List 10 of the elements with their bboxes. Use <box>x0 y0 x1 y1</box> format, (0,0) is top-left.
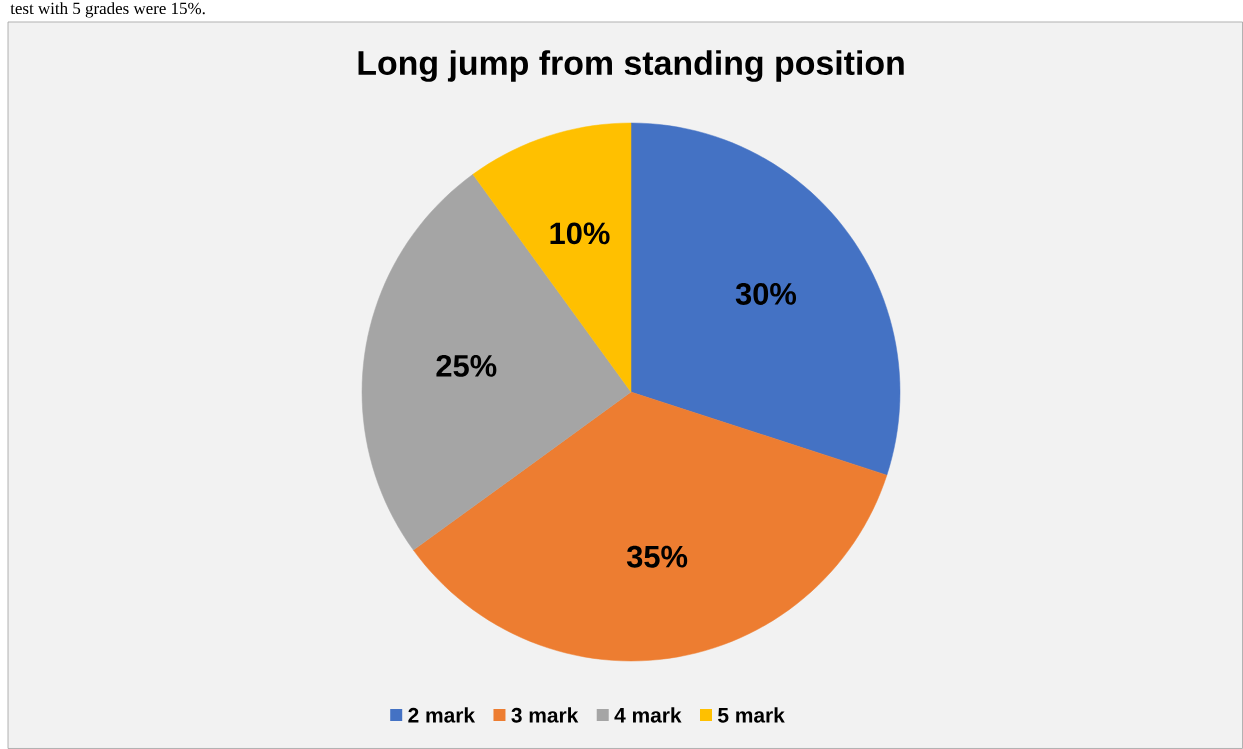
data-label: 25% <box>436 354 497 377</box>
data-label: 35% <box>626 545 688 568</box>
legend-label: 4 mark <box>614 707 682 723</box>
chart-title: Long jump from standing position <box>358 50 904 82</box>
legend-label: 2 mark <box>408 707 476 723</box>
legend-label: 5 mark <box>718 707 785 723</box>
data-label: 30% <box>735 283 797 305</box>
legend-label: 3 mark <box>511 707 579 723</box>
text: test with 5 grades were 15%. <box>10 2 205 18</box>
data-label: 10% <box>550 222 610 245</box>
